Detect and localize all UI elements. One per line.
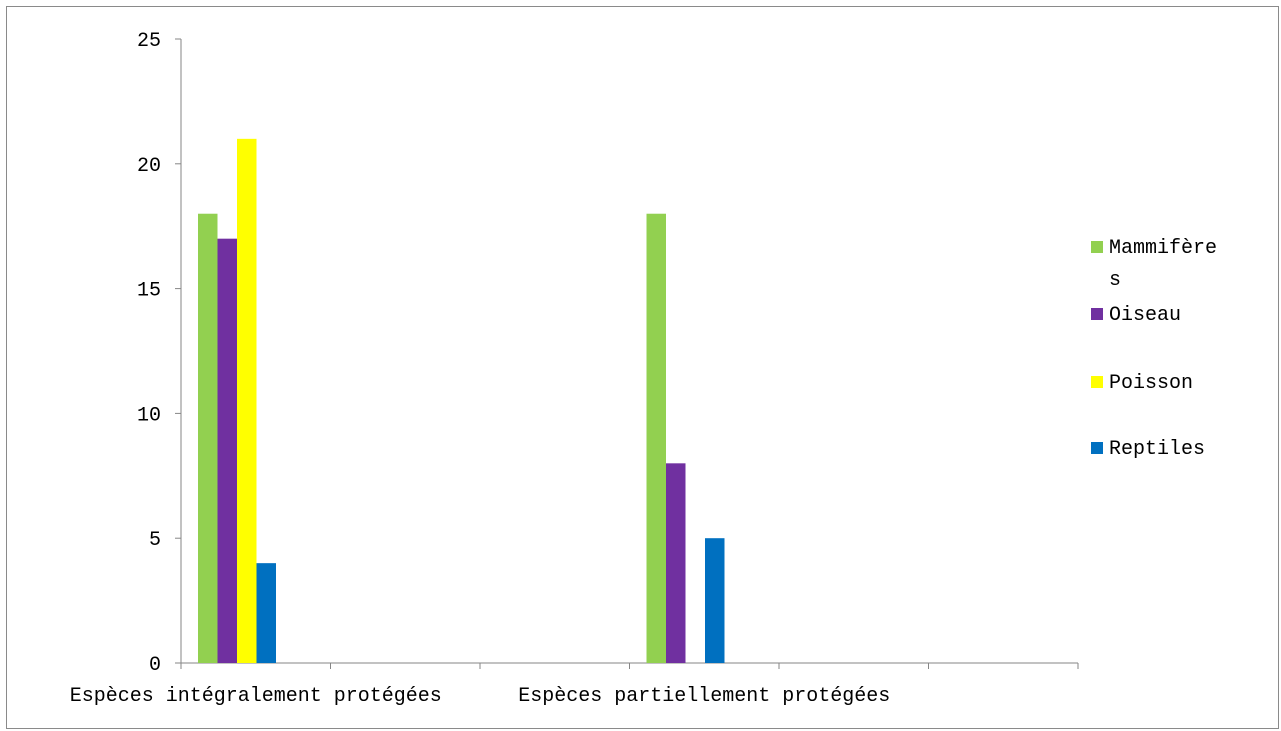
- legend-label: Reptiles: [1109, 438, 1205, 461]
- legend: Mammifère s Oiseau Poisson Reptiles: [1091, 237, 1217, 461]
- legend-item-reptiles: Reptiles: [1091, 438, 1205, 461]
- legend-label: Oiseau: [1109, 304, 1181, 327]
- bar-mammif-res-0: [198, 213, 218, 663]
- legend-swatch: [1091, 241, 1103, 253]
- x-axis: Espèces intégralement protégées Espèces p…: [70, 662, 1079, 708]
- legend-label: Poisson: [1109, 372, 1193, 395]
- bar-chart: 0 5 10 15 20 25 Espèces intégralement protégé…: [70, 30, 1217, 708]
- y-axis: 0 5 10 15 20 25: [137, 30, 182, 677]
- y-tick-label: 10: [137, 404, 161, 427]
- x-category-label: Espèces intégralement protégées: [70, 685, 442, 708]
- legend-label: Mammifère s: [1109, 237, 1217, 292]
- bar-poisson-0: [237, 138, 257, 664]
- legend-swatch: [1091, 442, 1103, 454]
- legend-swatch: [1091, 376, 1103, 388]
- bar-oiseau-3: [666, 463, 686, 663]
- bar-oiseau-0: [217, 238, 237, 663]
- legend-item-oiseau: Oiseau: [1091, 304, 1181, 327]
- y-tick-label: 20: [137, 155, 161, 178]
- bar-reptiles-0: [256, 563, 276, 663]
- bars: [198, 138, 725, 664]
- bar-reptiles-3: [705, 538, 725, 663]
- legend-item-mammif-res: Mammifère s: [1091, 237, 1217, 292]
- chart-frame: 0 5 10 15 20 25 Espèces intégralement protégé…: [6, 6, 1279, 729]
- x-category-label: Espèces partiellement protégées: [518, 685, 890, 708]
- legend-swatch: [1091, 308, 1103, 320]
- y-tick-label: 0: [149, 654, 161, 677]
- y-tick-label: 15: [137, 280, 161, 303]
- y-tick-label: 5: [149, 529, 161, 552]
- y-tick-label: 25: [137, 30, 161, 53]
- legend-item-poisson: Poisson: [1091, 372, 1193, 395]
- bar-mammif-res-3: [646, 213, 666, 663]
